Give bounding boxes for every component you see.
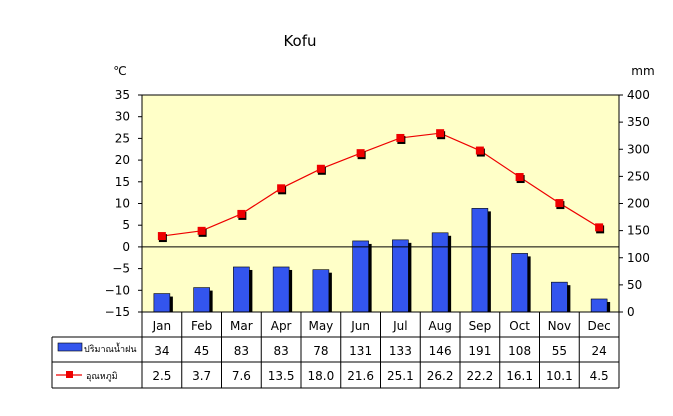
temperature-point (356, 149, 365, 158)
category-label: Feb (191, 319, 212, 333)
category-label: Dec (588, 319, 611, 333)
category-label: Jan (152, 319, 172, 333)
left-axis-tick-label: 35 (115, 88, 130, 102)
temperature-value-label: 16.1 (506, 369, 533, 383)
rainfall-value-label: 83 (273, 344, 288, 358)
rainfall-value-label: 108 (508, 344, 531, 358)
temperature-point (237, 209, 246, 218)
left-axis-tick-label: 15 (115, 175, 130, 189)
temperature-point (157, 232, 166, 241)
category-label: Aug (428, 319, 451, 333)
rainfall-bar (511, 253, 528, 313)
plot-area (141, 94, 620, 313)
temperature-value-label: 22.2 (467, 369, 494, 383)
category-label: Nov (548, 319, 571, 333)
rainfall-bar (431, 232, 449, 313)
temperature-value-label: 2.5 (152, 369, 171, 383)
right-axis-tick-label: 350 (627, 115, 650, 129)
legend-temperature-marker (66, 371, 73, 378)
legend-temperature-label: อุณหภูมิ (86, 371, 118, 382)
rainfall-bar (392, 239, 409, 313)
chart-title: Kofu (283, 32, 316, 50)
category-label: Sep (469, 319, 492, 333)
rainfall-value-label: 24 (591, 344, 606, 358)
left-axis-tick-label: 10 (115, 197, 130, 211)
legend-rainfall-label: ปริมาณน้ำฝน (84, 342, 137, 355)
left-axis-tick-label: −15 (105, 305, 130, 319)
temperature-point (595, 223, 604, 232)
left-axis: 35 30 25 20 15 10 5 0 −5 −10 −15 (105, 88, 142, 319)
temperature-value-label: 4.5 (590, 369, 609, 383)
temperature-point (396, 133, 405, 142)
left-axis-tick-label: 0 (122, 240, 130, 254)
right-axis-unit: mm (631, 64, 654, 78)
temperature-point (277, 184, 286, 193)
right-axis-tick-label: 300 (627, 142, 650, 156)
left-axis-tick-label: 20 (115, 153, 130, 167)
category-label: Oct (509, 319, 530, 333)
right-axis-tick-label: 250 (627, 169, 650, 183)
rainfall-bar (193, 287, 210, 313)
rainfall-value-label: 133 (389, 344, 412, 358)
right-axis-tick-label: 200 (627, 197, 650, 211)
right-axis-tick-label: 0 (627, 305, 635, 319)
rainfall-bar (153, 293, 171, 313)
rainfall-value-label: 83 (234, 344, 249, 358)
rainfall-value-label: 55 (552, 344, 567, 358)
rainfall-bar (312, 269, 330, 313)
rainfall-bar (551, 281, 568, 313)
left-axis-tick-label: 30 (115, 110, 130, 124)
temperature-value-label: 10.1 (546, 369, 573, 383)
rainfall-value-label: 191 (468, 344, 491, 358)
temperature-point (475, 146, 484, 155)
temperature-point (555, 199, 564, 208)
rainfall-value-label: 78 (313, 344, 328, 358)
category-label: May (308, 319, 333, 333)
temperature-point (515, 173, 524, 182)
rainfall-bars (153, 208, 611, 313)
right-axis-tick-label: 100 (627, 251, 650, 265)
left-axis-tick-label: 25 (115, 131, 130, 145)
left-axis-tick-label: −5 (112, 262, 130, 276)
temperature-value-label: 21.6 (347, 369, 374, 383)
left-axis-tick-label: 5 (122, 218, 130, 232)
right-axis-tick-label: 150 (627, 224, 650, 238)
rainfall-bar (590, 298, 608, 313)
right-axis: 400 350 300 250 200 150 100 50 0 (619, 88, 650, 319)
temperature-value-label: 26.2 (427, 369, 454, 383)
rainfall-bar (471, 208, 489, 313)
temperature-point (436, 129, 445, 138)
rainfall-value-label: 131 (349, 344, 372, 358)
legend-rainfall-swatch (57, 342, 83, 352)
rainfall-value-label: 45 (194, 344, 209, 358)
category-label: Mar (230, 319, 253, 333)
temperature-value-label: 13.5 (268, 369, 295, 383)
left-axis-tick-label: −10 (105, 283, 130, 297)
right-axis-tick-label: 400 (627, 88, 650, 102)
temperature-value-label: 18.0 (308, 369, 335, 383)
rainfall-bar (272, 266, 290, 313)
rainfall-bar (233, 266, 250, 313)
category-label: Apr (271, 319, 292, 333)
right-axis-tick-label: 50 (627, 278, 642, 292)
data-table: Jan 34 2.5 Feb 45 3.7 Mar 83 7.6 Apr 83 13.5 May 78 18… (51, 311, 620, 389)
temperature-value-label: 3.7 (192, 369, 211, 383)
temperature-value-label: 25.1 (387, 369, 414, 383)
temperature-point (197, 226, 206, 235)
temperature-point (316, 164, 325, 173)
temperature-value-label: 7.6 (232, 369, 251, 383)
left-axis-unit: ℃ (113, 64, 126, 78)
temperature-line (157, 129, 605, 243)
rainfall-bar (352, 240, 369, 313)
category-label: Jun (350, 319, 370, 333)
category-label: Jul (392, 319, 407, 333)
temperature-series-line (161, 132, 600, 237)
rainfall-value-label: 34 (154, 344, 169, 358)
rainfall-value-label: 146 (429, 344, 452, 358)
